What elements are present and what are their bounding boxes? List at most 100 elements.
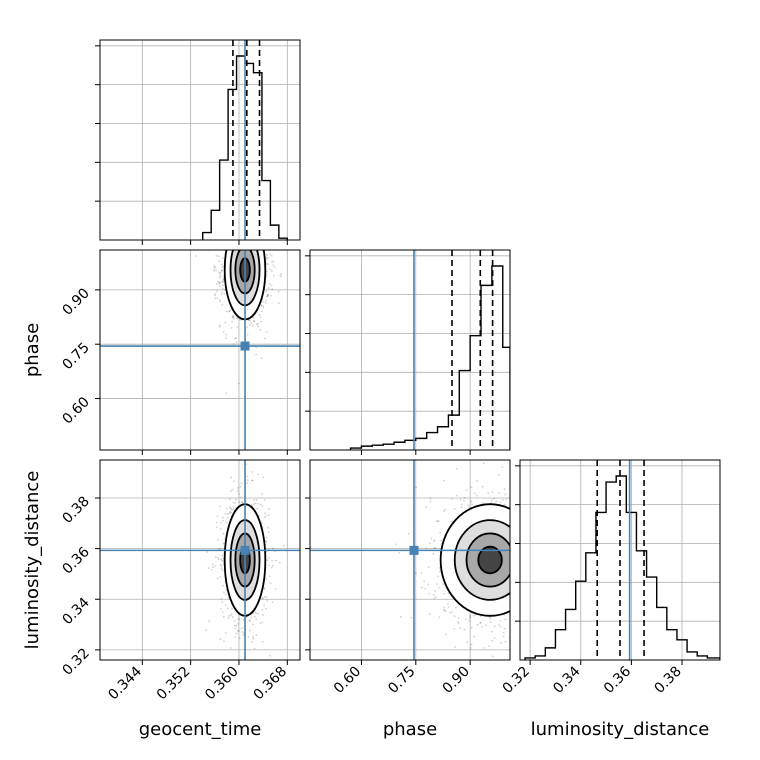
sample-point	[259, 503, 262, 506]
sample-point	[432, 593, 435, 596]
sample-point	[268, 575, 271, 578]
scatter-geocent-time-vs-luminosity-distance-ytick-label-3: 0.38	[59, 493, 92, 526]
sample-point	[487, 492, 490, 494]
sample-point	[427, 566, 430, 569]
sample-point	[433, 597, 436, 600]
sample-point	[234, 636, 237, 639]
sample-point	[216, 515, 219, 518]
sample-point	[214, 293, 216, 296]
sample-point	[218, 260, 220, 263]
sample-point	[257, 612, 260, 615]
hist-phase-steps	[349, 265, 510, 450]
sample-point	[400, 615, 402, 618]
sample-point	[251, 640, 254, 643]
sample-point	[274, 588, 277, 591]
sample-point	[254, 611, 256, 614]
sample-point	[226, 513, 229, 515]
sample-point	[434, 596, 437, 598]
sample-point	[433, 590, 436, 593]
sample-point	[222, 275, 225, 278]
sample-point	[220, 597, 223, 600]
sample-point	[263, 587, 266, 590]
sample-point	[268, 282, 271, 285]
sample-point	[266, 294, 269, 296]
sample-point	[221, 263, 224, 266]
sample-point	[222, 279, 225, 282]
sample-point	[225, 310, 228, 313]
sample-point	[225, 521, 228, 524]
sample-point	[260, 357, 263, 360]
sample-point	[265, 295, 268, 298]
sample-point	[256, 502, 259, 505]
sample-point	[429, 500, 432, 503]
sample-point	[470, 626, 473, 629]
sample-point	[240, 627, 243, 630]
sample-point	[271, 547, 274, 550]
sample-point	[237, 487, 239, 489]
sample-point	[504, 493, 507, 496]
sample-point	[438, 616, 441, 619]
sample-point	[216, 557, 219, 559]
sample-point	[259, 328, 262, 331]
sample-point	[436, 575, 439, 578]
sample-point	[231, 615, 234, 618]
scatter-geocent-time-vs-phase-frame	[99, 249, 301, 451]
sample-point	[265, 262, 268, 265]
sample-point	[504, 640, 507, 643]
sample-point	[420, 586, 423, 589]
sample-point	[433, 547, 435, 550]
sample-point	[267, 531, 270, 533]
sample-point	[221, 303, 224, 306]
hist-luminosity-distance-xtick-label-3: 0.38	[651, 664, 684, 697]
scatter-phase-vs-luminosity-distance-xtick-label-0: 0.60	[331, 664, 364, 697]
sample-point	[222, 532, 225, 535]
sample-point	[219, 547, 221, 550]
sample-point	[264, 301, 267, 304]
sample-point	[428, 542, 431, 545]
sample-point	[502, 631, 505, 634]
sample-point	[266, 599, 269, 602]
sample-point	[271, 260, 273, 263]
sample-point	[428, 613, 431, 615]
sample-point	[251, 324, 254, 327]
sample-point	[236, 317, 238, 320]
sample-point	[251, 471, 254, 473]
sample-point	[266, 559, 269, 562]
sample-point	[221, 269, 223, 272]
sample-point	[246, 479, 249, 481]
sample-point	[490, 630, 493, 633]
sample-point	[453, 627, 456, 630]
sample-point	[251, 479, 254, 482]
sample-point	[227, 597, 230, 599]
sample-point	[242, 618, 245, 621]
sample-point	[213, 294, 216, 297]
sample-point	[232, 315, 235, 317]
scatter-geocent-time-vs-luminosity-distance-ytick-label-2: 0.36	[59, 544, 92, 577]
sample-point	[221, 584, 224, 587]
sample-point	[425, 547, 428, 550]
sample-point	[234, 501, 237, 504]
sample-point	[442, 583, 444, 585]
scatter-phase-vs-luminosity-distance-truth-marker	[409, 545, 419, 555]
sample-point	[221, 569, 224, 572]
scatter-geocent-time-vs-luminosity-distance-xtick-label-0: 0.344	[105, 663, 145, 703]
sample-point	[489, 617, 492, 620]
sample-point	[265, 253, 268, 256]
sample-point	[218, 282, 221, 285]
sample-point	[232, 507, 235, 510]
sample-point	[242, 632, 245, 635]
sample-point	[432, 540, 435, 543]
sample-point	[264, 512, 267, 515]
sample-point	[223, 292, 226, 295]
sample-point	[232, 480, 235, 483]
sample-point	[476, 480, 478, 482]
scatter-geocent-time-vs-luminosity-distance-ytick-label-0: 0.32	[59, 645, 92, 678]
hist-luminosity-distance-frame	[519, 459, 721, 661]
sample-point	[219, 638, 222, 640]
sample-point	[222, 278, 224, 281]
sample-point	[221, 287, 224, 290]
sample-point	[238, 618, 241, 621]
sample-point	[267, 507, 270, 510]
y-axis-label-phase: phase	[22, 323, 43, 377]
